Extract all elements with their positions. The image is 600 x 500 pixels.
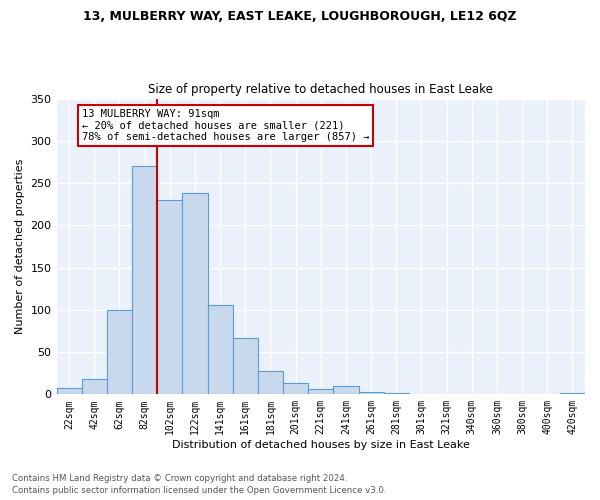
Bar (233, 338, 258, 394)
X-axis label: Distribution of detached houses by size in East Leake: Distribution of detached houses by size … (172, 440, 470, 450)
Bar (383, 392, 409, 394)
Bar (359, 392, 383, 394)
Bar (56, 388, 82, 394)
Bar (208, 305, 233, 394)
Bar (157, 200, 182, 394)
Bar (82, 379, 107, 394)
Text: 13, MULBERRY WAY, EAST LEAKE, LOUGHBOROUGH, LE12 6QZ: 13, MULBERRY WAY, EAST LEAKE, LOUGHBOROU… (83, 10, 517, 23)
Bar (560, 392, 585, 394)
Bar (334, 386, 359, 394)
Bar (132, 166, 157, 394)
Bar (308, 390, 334, 394)
Bar (258, 370, 283, 394)
Text: 13 MULBERRY WAY: 91sqm
← 20% of detached houses are smaller (221)
78% of semi-de: 13 MULBERRY WAY: 91sqm ← 20% of detached… (82, 108, 369, 142)
Bar (283, 382, 308, 394)
Bar (182, 193, 208, 394)
Y-axis label: Number of detached properties: Number of detached properties (15, 159, 25, 334)
Text: Contains HM Land Registry data © Crown copyright and database right 2024.
Contai: Contains HM Land Registry data © Crown c… (12, 474, 386, 495)
Bar (107, 310, 132, 394)
Title: Size of property relative to detached houses in East Leake: Size of property relative to detached ho… (148, 83, 493, 96)
